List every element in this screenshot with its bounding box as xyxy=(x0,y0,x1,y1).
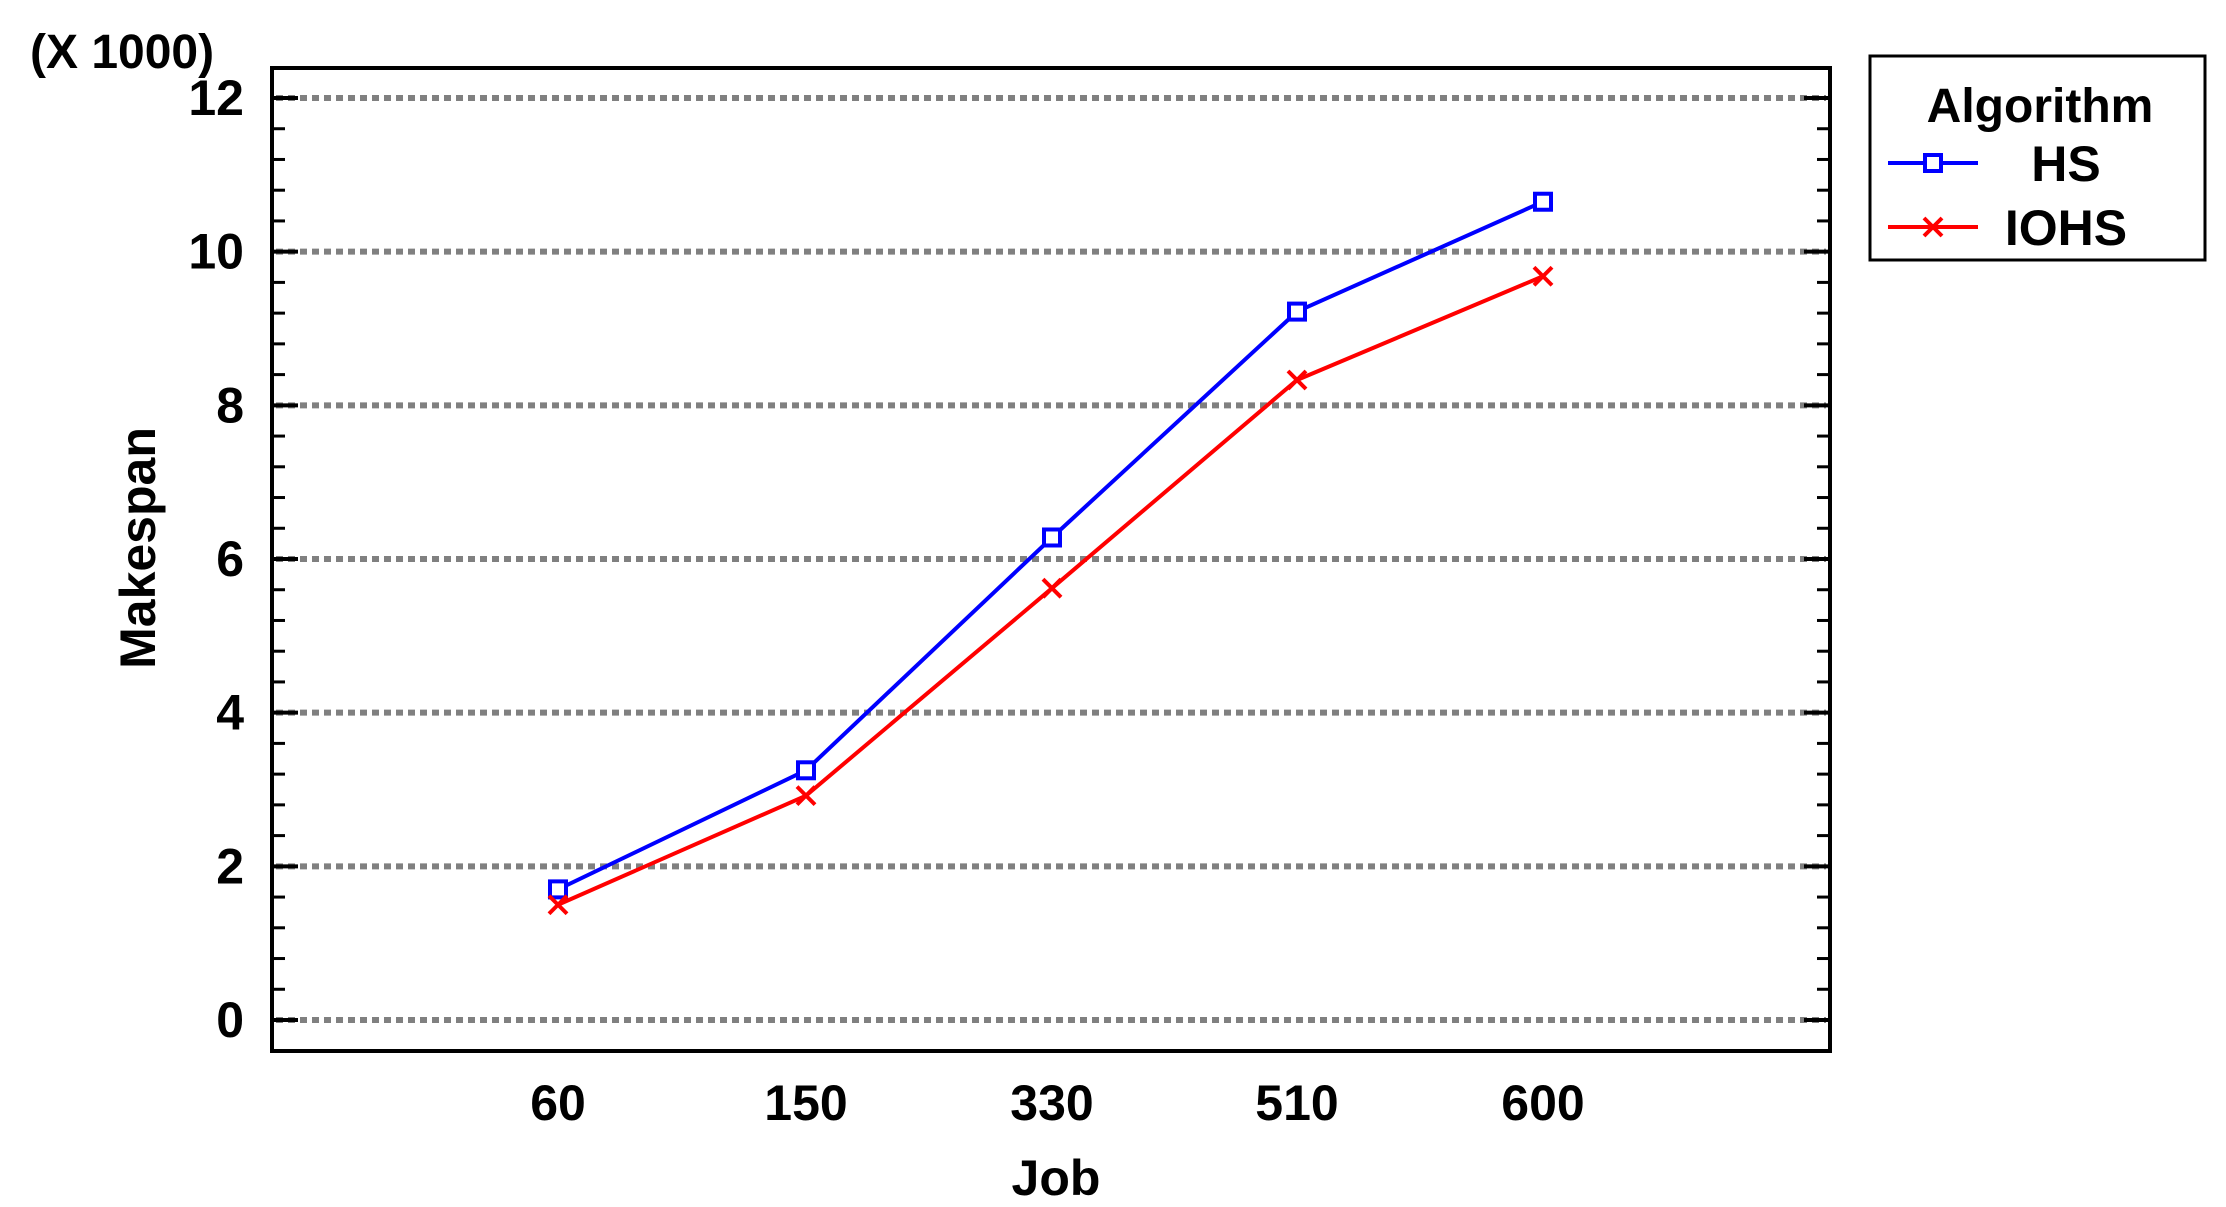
x-tick-label: 330 xyxy=(1010,1075,1093,1131)
y-tick-label: 8 xyxy=(216,377,244,433)
x-marker-stroke xyxy=(547,894,569,916)
y-tick-label: 2 xyxy=(216,838,244,894)
x-marker-stroke xyxy=(1532,265,1554,287)
x-marker-stroke xyxy=(795,785,817,807)
legend-marker-iohs xyxy=(1922,216,1944,238)
data-point-iohs xyxy=(1532,265,1554,287)
gridlines xyxy=(276,95,1826,1023)
legend-entry-iohs: IOHS xyxy=(1888,200,2127,256)
x-marker-stroke xyxy=(1286,369,1308,391)
series-hs xyxy=(548,191,1553,900)
x-axis-label: Job xyxy=(1012,1150,1101,1206)
axis-ticks xyxy=(272,96,1830,1022)
x-tick-label: 60 xyxy=(530,1075,586,1131)
plot-area-frame xyxy=(270,66,1832,1053)
legend-title: Algorithm xyxy=(1927,80,2154,133)
y-tick-label: 6 xyxy=(216,531,244,587)
y-multiplier-label: (X 1000) xyxy=(30,26,214,79)
legend-label-iohs: IOHS xyxy=(2005,200,2127,256)
y-tick-label: 12 xyxy=(188,70,244,126)
data-point-hs xyxy=(548,879,568,900)
x-tick-label: 150 xyxy=(764,1075,847,1131)
data-point-iohs xyxy=(795,785,817,807)
series-iohs xyxy=(547,265,1554,916)
series-group xyxy=(547,191,1554,916)
data-point-hs xyxy=(1533,191,1553,212)
x-marker-stroke xyxy=(1922,216,1944,238)
data-point-iohs xyxy=(1286,369,1308,391)
data-point-hs xyxy=(1287,301,1307,322)
data-point-hs xyxy=(796,760,816,781)
x-tick-label: 600 xyxy=(1501,1075,1584,1131)
x-marker-stroke xyxy=(1041,577,1063,599)
x-tick-label: 510 xyxy=(1255,1075,1338,1131)
y-tick-label: 10 xyxy=(188,224,244,280)
legend: Algorithm HS IOHS xyxy=(1868,54,2207,262)
legend-entries: HS IOHS xyxy=(1888,136,2127,256)
y-axis-label: Makespan xyxy=(110,427,166,669)
x-tick-labels: 60 150 330 510 600 xyxy=(530,1075,1585,1131)
legend-label-hs: HS xyxy=(2031,136,2100,192)
y-tick-label: 4 xyxy=(216,685,244,741)
data-point-iohs xyxy=(1041,577,1063,599)
data-point-iohs xyxy=(547,894,569,916)
legend-marker-hs xyxy=(1923,153,1943,173)
y-tick-label: 0 xyxy=(216,992,244,1048)
data-point-hs xyxy=(1042,527,1062,548)
legend-entry-hs: HS xyxy=(1888,136,2101,192)
y-tick-labels: 0 2 4 6 8 10 12 xyxy=(188,70,244,1048)
